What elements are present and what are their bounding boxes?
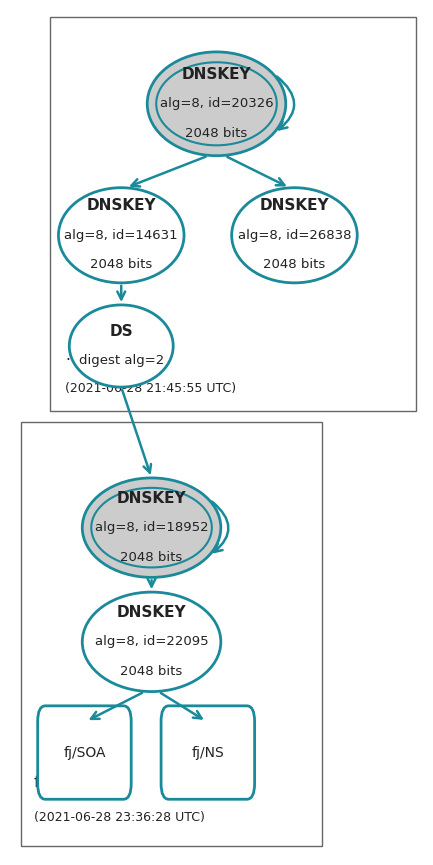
Ellipse shape — [69, 304, 173, 387]
Text: alg=8, id=14631: alg=8, id=14631 — [65, 228, 178, 242]
FancyBboxPatch shape — [38, 706, 131, 799]
Text: 2048 bits: 2048 bits — [185, 126, 248, 140]
Ellipse shape — [82, 592, 221, 692]
Text: alg=8, id=26838: alg=8, id=26838 — [238, 228, 351, 242]
Text: 2048 bits: 2048 bits — [120, 550, 183, 564]
Text: (2021-06-28 23:36:28 UTC): (2021-06-28 23:36:28 UTC) — [34, 811, 205, 824]
Text: DNSKEY: DNSKEY — [260, 198, 329, 214]
Text: 2048 bits: 2048 bits — [90, 258, 152, 272]
Text: (2021-06-28 21:45:55 UTC): (2021-06-28 21:45:55 UTC) — [65, 382, 236, 395]
Text: .: . — [65, 349, 70, 363]
FancyArrowPatch shape — [212, 502, 229, 552]
Bar — [50, 17, 416, 411]
Ellipse shape — [58, 188, 184, 283]
Text: DNSKEY: DNSKEY — [182, 67, 251, 82]
Text: alg=8, id=20326: alg=8, id=20326 — [160, 97, 273, 111]
Text: fj/SOA: fj/SOA — [63, 746, 106, 759]
Text: DNSKEY: DNSKEY — [117, 490, 186, 506]
Ellipse shape — [147, 52, 286, 156]
Text: fj: fj — [34, 775, 43, 790]
Ellipse shape — [232, 188, 357, 283]
Text: 2048 bits: 2048 bits — [120, 664, 183, 678]
Text: 2048 bits: 2048 bits — [263, 258, 326, 272]
Ellipse shape — [82, 477, 221, 578]
Text: fj/NS: fj/NS — [191, 746, 224, 759]
FancyArrowPatch shape — [277, 76, 294, 130]
FancyBboxPatch shape — [161, 706, 255, 799]
Text: DNSKEY: DNSKEY — [87, 198, 156, 214]
Bar — [21, 422, 322, 846]
Text: alg=8, id=22095: alg=8, id=22095 — [95, 635, 208, 649]
Text: digest alg=2: digest alg=2 — [79, 354, 164, 368]
Text: alg=8, id=18952: alg=8, id=18952 — [95, 521, 208, 535]
Text: DS: DS — [110, 324, 133, 339]
Text: DNSKEY: DNSKEY — [117, 605, 186, 620]
